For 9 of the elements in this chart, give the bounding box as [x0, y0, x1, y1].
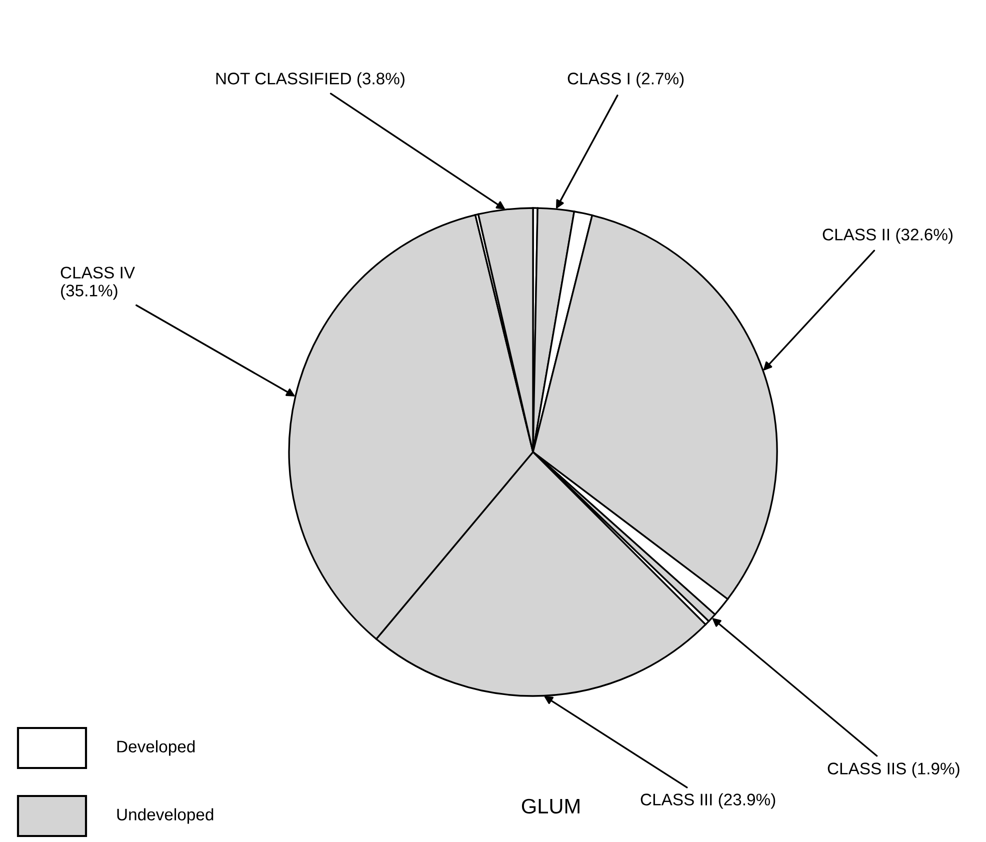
- slice-label: NOT CLASSIFIED (3.8%): [216, 72, 404, 88]
- slice-label: CLASS III (23.9%): [640, 793, 776, 809]
- text: GLUM: [522, 798, 580, 814]
- text: Developed: [117, 740, 195, 756]
- slice-label: CLASS I (2.7%): [568, 72, 684, 88]
- slice-label: CLASS II (32.6%): [822, 228, 952, 244]
- text: Undeveloped: [117, 808, 214, 824]
- slice-label: CLASS IV (35.1%): [60, 266, 135, 300]
- slice-label: CLASS IIS (1.9%): [828, 762, 960, 778]
